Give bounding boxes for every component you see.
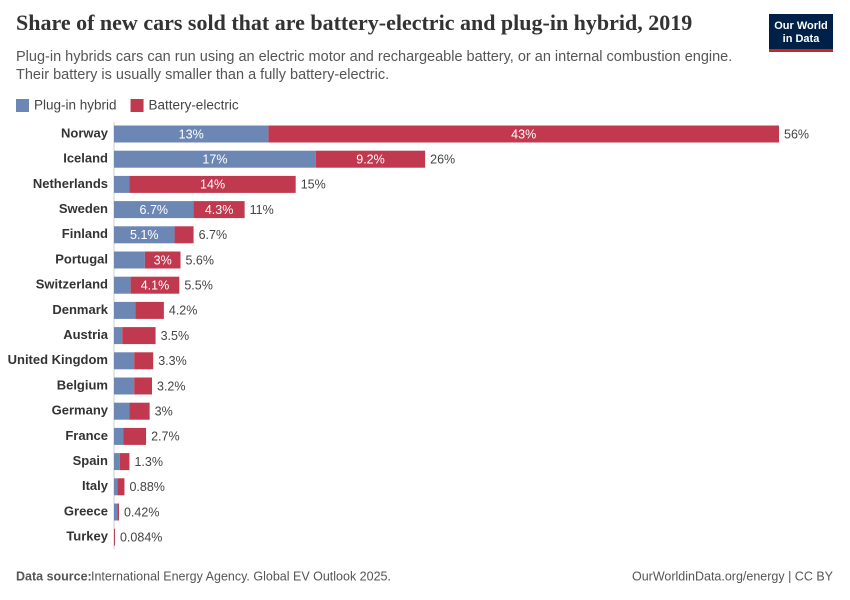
- bar-segment: [123, 427, 147, 445]
- legend-swatch: [130, 99, 144, 112]
- bar-segment: [114, 528, 115, 546]
- total-label: 3.5%: [161, 329, 190, 343]
- bar-segment: [114, 150, 316, 168]
- logo-text: in Data: [783, 33, 821, 45]
- legend-label: Plug-in hybrid: [34, 98, 117, 113]
- bar-segment: [114, 201, 194, 219]
- segment-label: 9.2%: [356, 152, 385, 166]
- y-tick-label: Belgium: [57, 377, 108, 392]
- bar-segment: [114, 402, 130, 420]
- bar-segment: [119, 453, 130, 471]
- bar-segment: [114, 276, 131, 294]
- segment-label: 4.1%: [141, 278, 170, 292]
- segment-label: 13%: [179, 127, 204, 141]
- bar-segment: [117, 503, 119, 521]
- total-label: 0.42%: [124, 505, 159, 519]
- bar-segment: [114, 251, 145, 269]
- segment-label: 3%: [154, 253, 172, 267]
- bar-segment: [114, 453, 120, 471]
- bar-segment: [114, 327, 123, 345]
- segment-label: 14%: [200, 178, 225, 192]
- segment-label: 43%: [511, 127, 536, 141]
- y-tick-label: Turkey: [66, 529, 108, 544]
- bar-segment: [315, 150, 426, 168]
- subtitle: Their battery is usually smaller than a …: [16, 67, 389, 83]
- bar-segment: [134, 377, 152, 395]
- bar-segment: [129, 175, 296, 193]
- total-label: 3.3%: [158, 354, 187, 368]
- total-label: 15%: [301, 178, 326, 192]
- y-tick-label: Germany: [52, 403, 109, 418]
- bar-segment: [144, 251, 181, 269]
- total-label: 56%: [784, 127, 809, 141]
- bar-segment: [117, 478, 125, 496]
- bar-segment: [114, 478, 118, 496]
- logo-text: Our World: [774, 20, 828, 32]
- subtitle: Plug-in hybrids cars can run using an el…: [16, 49, 732, 65]
- bar-segment: [114, 226, 175, 244]
- y-tick-label: Iceland: [63, 151, 108, 166]
- y-tick-label: Portugal: [55, 251, 108, 266]
- bar-segment: [114, 352, 135, 370]
- y-tick-label: Austria: [63, 327, 109, 342]
- total-label: 2.7%: [151, 430, 180, 444]
- segment-label: 5.1%: [130, 228, 159, 242]
- bar-segment: [174, 226, 194, 244]
- y-tick-label: Norway: [61, 125, 109, 140]
- y-tick-label: Italy: [82, 478, 109, 493]
- bar-segment: [134, 352, 154, 370]
- y-tick-label: Sweden: [59, 201, 108, 216]
- total-label: 6.7%: [199, 228, 228, 242]
- bar-segment: [114, 301, 136, 319]
- total-label: 5.6%: [186, 253, 215, 267]
- segment-label: 17%: [202, 152, 227, 166]
- total-label: 3%: [155, 404, 173, 418]
- bar-segment: [114, 175, 130, 193]
- total-label: 5.5%: [184, 278, 213, 292]
- legend-swatch: [16, 99, 29, 112]
- y-tick-label: Netherlands: [33, 176, 108, 191]
- y-tick-label: Spain: [73, 453, 108, 468]
- source: International Energy Agency. Global EV O…: [91, 569, 391, 583]
- y-tick-label: Finland: [62, 226, 108, 241]
- logo-box[interactable]: [769, 14, 833, 52]
- total-label: 0.084%: [120, 530, 162, 544]
- chart-title: Share of new cars sold that are battery-…: [16, 10, 692, 35]
- y-tick-label: Greece: [64, 503, 108, 518]
- bar-segment: [114, 427, 124, 445]
- bar-segment: [268, 125, 779, 143]
- total-label: 4.2%: [169, 304, 198, 318]
- logo-stripe: [769, 49, 833, 52]
- y-tick-label: United Kingdom: [8, 352, 108, 367]
- total-label: 1.3%: [134, 455, 163, 469]
- source-label: Data source:: [16, 569, 92, 583]
- total-label: 11%: [250, 203, 274, 217]
- bar-segment: [129, 402, 150, 420]
- legend-label: Battery-electric: [149, 98, 239, 113]
- bar-segment: [122, 327, 156, 345]
- bar-segment: [135, 301, 164, 319]
- bar-segment: [114, 125, 269, 143]
- bar-segment: [130, 276, 180, 294]
- segment-label: 4.3%: [205, 203, 234, 217]
- bar-segment: [193, 201, 245, 219]
- y-tick-label: Denmark: [52, 302, 108, 317]
- url[interactable]: OurWorldinData.org/energy | CC BY: [632, 569, 834, 583]
- y-tick-label: Switzerland: [36, 277, 108, 292]
- bar-segment: [114, 503, 118, 521]
- y-tick-label: France: [65, 428, 108, 443]
- total-label: 3.2%: [157, 379, 186, 393]
- total-label: 0.88%: [129, 480, 164, 494]
- total-label: 26%: [430, 152, 455, 166]
- bar-segment: [114, 377, 135, 395]
- segment-label: 6.7%: [140, 203, 169, 217]
